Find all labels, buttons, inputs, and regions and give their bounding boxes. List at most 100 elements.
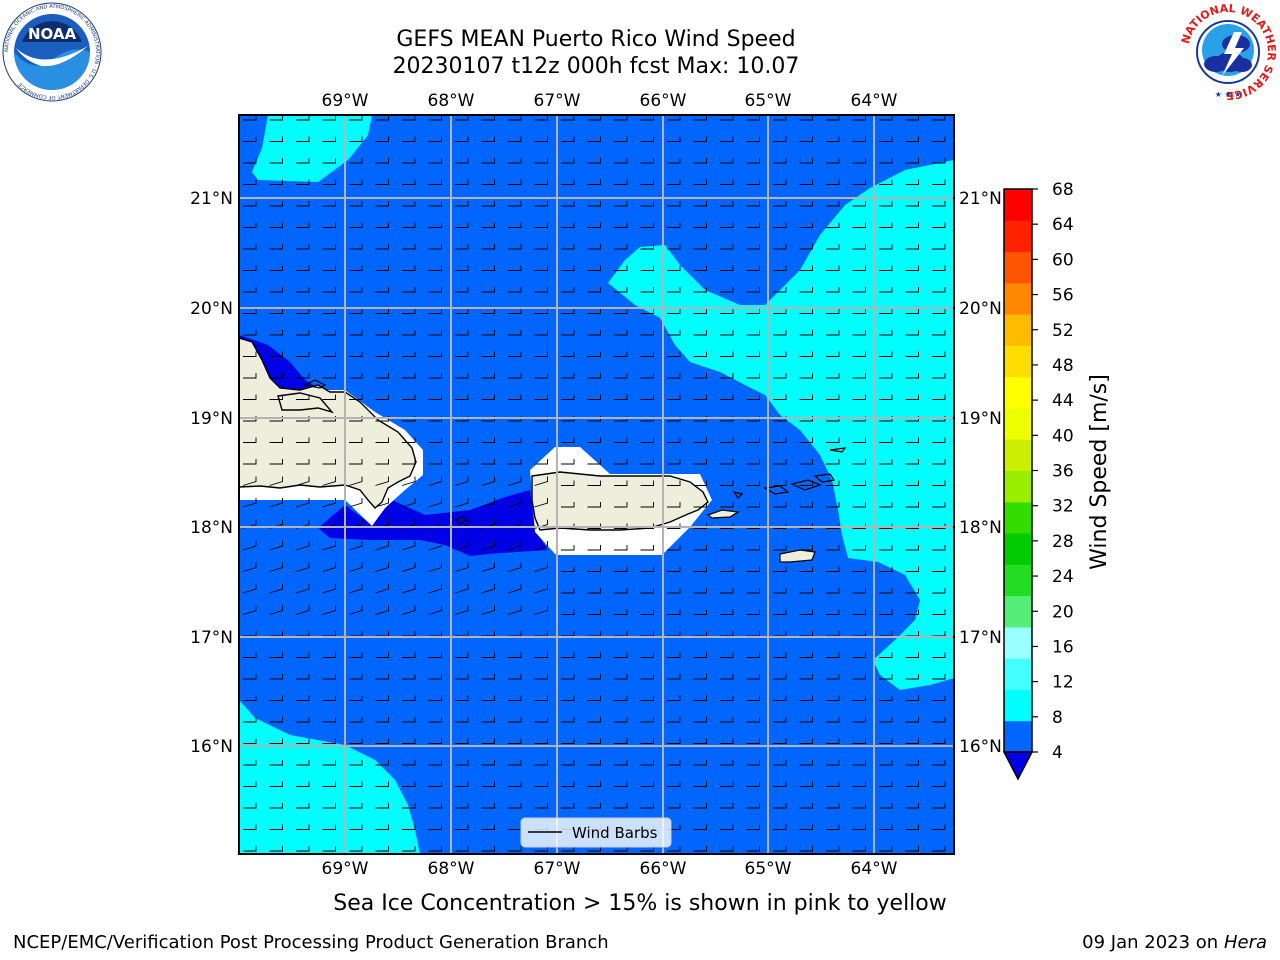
wind-barb	[693, 824, 707, 830]
wind-barb	[269, 781, 283, 787]
wind-barb	[349, 459, 363, 465]
wind-barb	[322, 846, 336, 852]
wind-barb	[561, 609, 575, 615]
colorbar-tick-label: 48	[1052, 356, 1074, 376]
wind-barb	[640, 523, 654, 529]
wind-barb	[428, 476, 442, 486]
wind-barb	[454, 562, 469, 572]
wind-barb	[349, 824, 363, 830]
wind-barb	[402, 803, 416, 809]
wind-barb	[614, 394, 628, 400]
wind-barb	[269, 437, 283, 443]
wind-barb	[640, 652, 654, 658]
wind-barb	[720, 846, 734, 852]
wind-barb	[349, 846, 363, 852]
wind-barb	[720, 115, 734, 121]
wind-barb	[667, 545, 681, 551]
wind-barb	[322, 351, 336, 357]
colorbar-tick-label: 36	[1052, 462, 1074, 482]
wind-barb	[561, 652, 575, 658]
wind-barb	[746, 738, 760, 744]
wind-barb	[375, 541, 389, 551]
wind-barb	[640, 480, 654, 486]
wind-barb	[242, 584, 257, 594]
wind-barb	[428, 459, 442, 465]
wind-barb	[534, 803, 548, 809]
wind-barb	[720, 265, 734, 271]
wind-barb	[587, 351, 601, 357]
wind-barb	[746, 373, 760, 379]
wind-barb	[932, 179, 946, 185]
wind-barb	[826, 201, 840, 207]
wind-barb	[348, 584, 363, 594]
wind-barb	[402, 115, 416, 121]
wind-barb	[693, 609, 707, 615]
wind-barb	[773, 545, 787, 551]
colorbar-tick-label: 52	[1052, 321, 1074, 341]
wind-barb	[481, 605, 495, 615]
wind-barb	[614, 846, 628, 852]
wind-barb	[852, 373, 866, 379]
wind-barb	[852, 287, 866, 293]
wind-barb	[879, 566, 893, 572]
wind-barb	[349, 351, 363, 357]
wind-barb	[296, 244, 310, 250]
wind-barb	[667, 760, 681, 766]
wind-barb	[243, 136, 257, 142]
wind-barb	[508, 652, 522, 658]
wind-barb	[481, 136, 495, 142]
wind-barb	[852, 566, 866, 572]
wind-barb	[932, 846, 946, 852]
wind-barb	[667, 265, 681, 271]
wind-barb	[640, 502, 654, 508]
wind-barb	[932, 588, 946, 594]
wind-barb	[693, 459, 707, 465]
wind-barb	[508, 760, 522, 766]
wind-barb	[322, 674, 336, 680]
wind-barb	[640, 287, 654, 293]
wind-barb	[454, 605, 469, 615]
wind-barb	[269, 562, 283, 572]
wind-barb	[905, 566, 919, 572]
wind-barb	[799, 115, 813, 121]
wind-barb	[322, 201, 336, 207]
wind-barb	[746, 760, 760, 766]
wind-barb	[375, 803, 389, 809]
wind-barb	[640, 136, 654, 142]
colorbar-tick-label: 28	[1052, 532, 1074, 552]
wind-barb	[561, 846, 575, 852]
wind-barb	[852, 846, 866, 852]
wind-barb	[879, 738, 893, 744]
wind-barb	[534, 265, 548, 271]
colorbar-level-block	[1004, 470, 1032, 503]
wind-barb	[322, 158, 336, 164]
wind-barb	[375, 459, 389, 465]
wind-barb	[481, 287, 495, 293]
colorbar-level-block	[1004, 595, 1032, 628]
wind-barb	[402, 437, 416, 443]
wind-barb	[932, 717, 946, 723]
wind-barb	[454, 476, 469, 486]
wind-barb	[693, 115, 707, 121]
wind-barb	[640, 566, 654, 572]
wind-barb	[296, 308, 310, 314]
wind-barb	[561, 136, 575, 142]
wind-barb	[826, 566, 840, 572]
wind-barb	[879, 674, 893, 680]
wind-barb	[640, 760, 654, 766]
wind-barb	[720, 609, 734, 615]
wind-barb	[826, 136, 840, 142]
wind-barb	[587, 523, 601, 529]
wind-barb	[507, 476, 522, 486]
lat-label-right: 17°N	[959, 628, 1002, 648]
wind-barb	[481, 330, 495, 336]
wind-barb	[852, 136, 866, 142]
wind-barb	[614, 244, 628, 250]
wind-barb	[296, 179, 310, 185]
wind-barb	[269, 846, 283, 852]
wind-barb	[587, 394, 601, 400]
lon-label-top: 68°W	[428, 91, 475, 111]
colorbar-level-block	[1004, 533, 1032, 565]
wind-barb	[243, 781, 257, 787]
wind-barb	[508, 330, 522, 336]
